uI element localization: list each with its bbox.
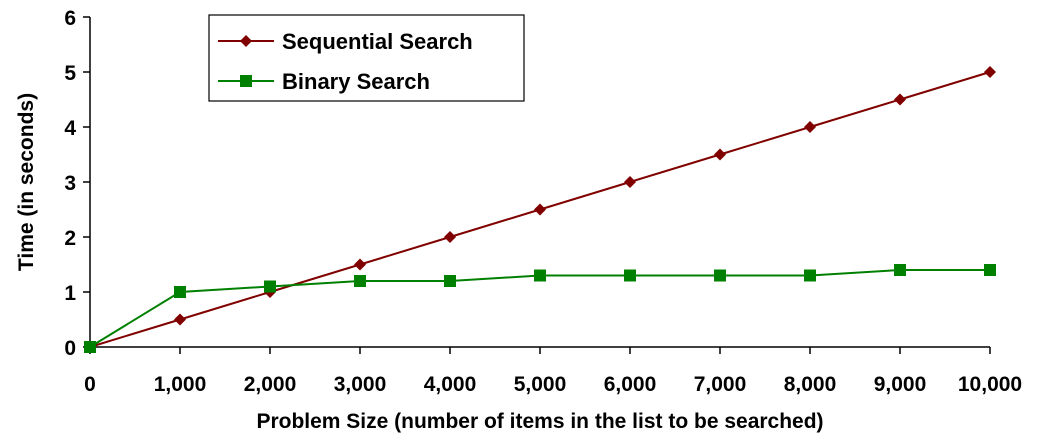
legend-label-binary: Binary Search xyxy=(282,69,430,94)
y-tick-label: 3 xyxy=(64,172,76,195)
binary-search-point xyxy=(714,269,726,282)
x-tick-label: 6,000 xyxy=(604,373,657,396)
x-tick-label: 2,000 xyxy=(244,373,297,396)
x-tick-label: 1,000 xyxy=(154,373,207,396)
legend-marker-binary xyxy=(240,75,252,87)
x-tick-label: 0 xyxy=(84,373,96,396)
y-tick-label: 6 xyxy=(64,7,76,30)
x-tick-label: 9,000 xyxy=(874,373,927,396)
legend-box xyxy=(208,14,525,102)
x-tick-label: 10,000 xyxy=(958,373,1022,396)
binary-search-point xyxy=(354,275,366,287)
x-tick-label: 3,000 xyxy=(334,373,387,396)
sequential-search-point xyxy=(804,121,816,133)
series-layer xyxy=(84,66,996,353)
y-tick-label: 1 xyxy=(64,282,76,305)
x-tick-label: 5,000 xyxy=(514,373,567,396)
y-tick-label: 4 xyxy=(64,117,76,140)
sequential-search-point xyxy=(354,258,366,271)
y-axis-label: Time (in seconds) xyxy=(15,93,38,271)
y-tick-label: 2 xyxy=(64,227,76,250)
x-axis-label: Problem Size (number of items in the lis… xyxy=(256,410,823,433)
binary-search-line xyxy=(89,269,990,348)
y-tick-label: 5 xyxy=(64,62,76,85)
x-ticks: 0 1,000 2,000 3,000 4,000 5,000 6,000 7,000 8,00… xyxy=(84,347,1022,396)
sequential-search-point xyxy=(624,176,636,188)
sequential-search-point xyxy=(714,148,726,161)
sequential-search-point xyxy=(534,203,546,216)
binary-search-point xyxy=(264,280,276,293)
binary-search-point xyxy=(624,269,636,282)
binary-search-point xyxy=(174,286,186,298)
legend-label-sequential: Sequential Search xyxy=(282,29,473,54)
y-ticks: 0 1 2 3 4 5 6 xyxy=(64,7,90,360)
sequential-search-point xyxy=(444,231,456,243)
sequential-search-point xyxy=(174,313,186,326)
binary-search-point xyxy=(84,341,96,353)
binary-search-point xyxy=(984,264,996,276)
sequential-search-point xyxy=(984,66,996,78)
y-tick-label: 0 xyxy=(64,337,76,360)
binary-search-point xyxy=(444,275,456,287)
sequential-search-point xyxy=(894,93,906,106)
legend-marker-sequential xyxy=(240,35,252,47)
binary-search-point xyxy=(894,264,906,276)
x-tick-label: 7,000 xyxy=(694,373,747,396)
x-tick-label: 8,000 xyxy=(784,373,837,396)
binary-search-point xyxy=(804,269,816,282)
x-tick-label: 4,000 xyxy=(424,373,477,396)
binary-search-point xyxy=(534,269,546,282)
legend: Sequential Search Binary Search xyxy=(208,14,525,102)
